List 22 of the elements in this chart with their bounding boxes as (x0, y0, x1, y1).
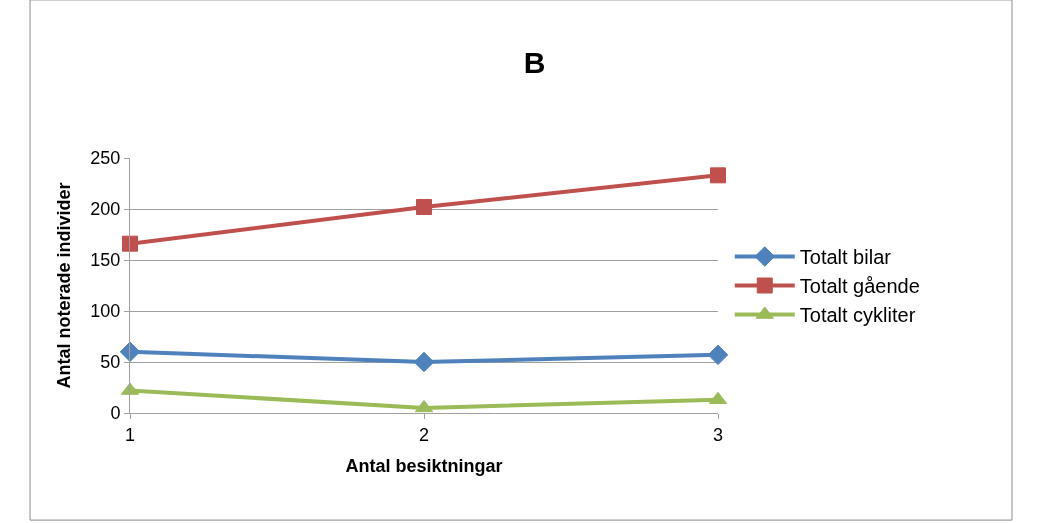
y-tick-label: 50 (100, 352, 121, 373)
x-tick-label: 1 (124, 424, 136, 445)
x-tick-label: 2 (418, 424, 430, 445)
y-tick-label: 250 (90, 148, 121, 169)
point (122, 235, 138, 252)
legend-label: Totalt gående (799, 275, 920, 298)
point (119, 341, 141, 363)
point (707, 344, 729, 366)
y-tick-label: 0 (110, 403, 121, 424)
point (414, 399, 434, 413)
point (710, 167, 726, 184)
y-tick-label: 150 (90, 250, 121, 271)
y-tick-label: 200 (90, 199, 121, 220)
point (413, 351, 435, 373)
chart-title: B (523, 46, 546, 80)
legend-label: Totalt cykliter (799, 304, 916, 327)
y-tick-label: 100 (90, 301, 121, 322)
x-tick-label: 3 (712, 424, 724, 445)
x-axis-title: Antal besiktningar (345, 455, 503, 476)
y-axis-title: Antal noterade individer (53, 182, 74, 389)
point (416, 198, 432, 215)
legend-label: Totalt bilar (799, 246, 892, 269)
